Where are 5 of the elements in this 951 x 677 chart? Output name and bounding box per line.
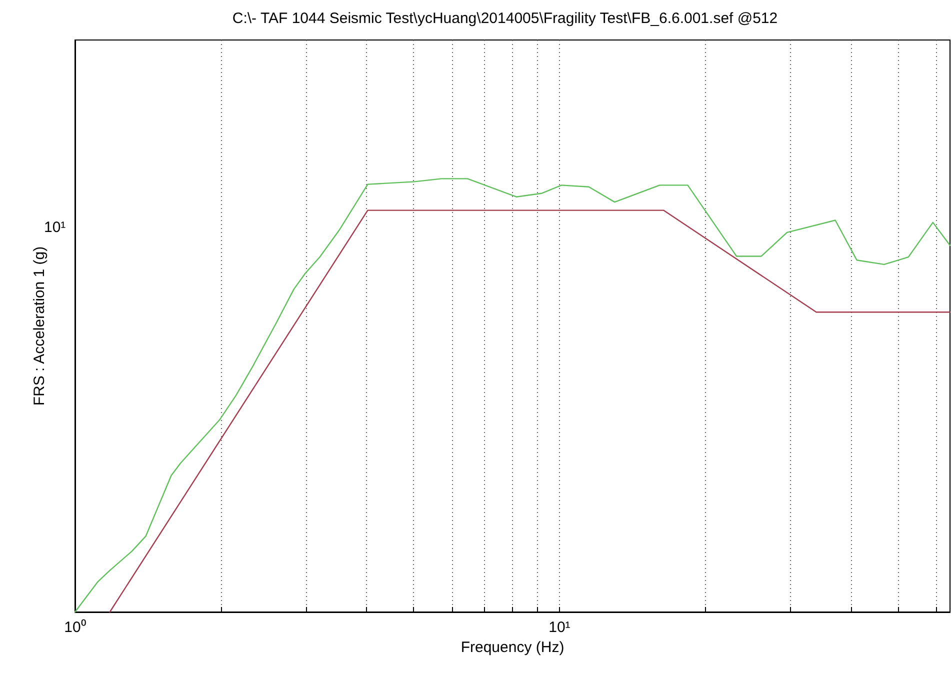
chart-title: C:\- TAF 1044 Seismic Test\ycHuang\2014005\Fragility Test\FB_6.6.001.sef @512 xyxy=(232,10,778,27)
text: 10¹ xyxy=(44,219,66,236)
x-tick-label: 10⁰ xyxy=(64,619,86,636)
x-axis-title: Frequency (Hz) xyxy=(460,638,564,656)
y-axis-title: FRS : Acceleration 1 (g) xyxy=(31,246,48,406)
